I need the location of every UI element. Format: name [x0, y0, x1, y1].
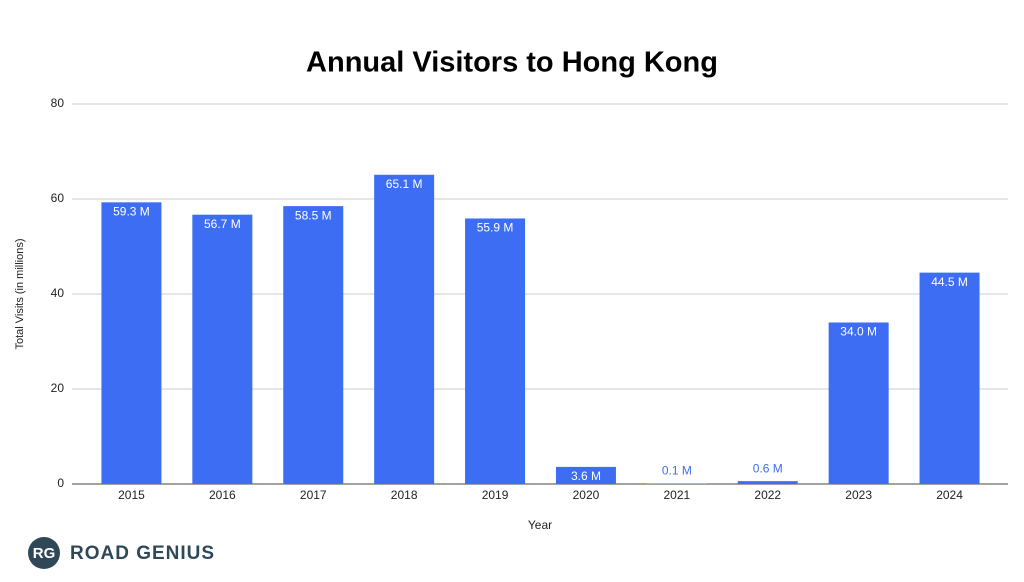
x-tick-label: 2016: [209, 488, 236, 502]
x-tick-label: 2024: [936, 488, 963, 502]
x-tick-label: 2021: [663, 488, 690, 502]
x-axis-label: Year: [528, 518, 552, 532]
bar: [919, 272, 980, 484]
data-label: 65.1 M: [386, 177, 423, 191]
data-label: 0.1 M: [662, 464, 692, 478]
brand-name: ROAD GENIUS: [70, 543, 215, 564]
bar: [101, 202, 162, 484]
y-tick-label: 60: [51, 191, 65, 205]
bar: [283, 206, 344, 484]
data-label: 59.3 M: [113, 204, 150, 218]
bar: [374, 174, 435, 484]
x-tick-label: 2022: [754, 488, 781, 502]
y-tick-label: 40: [51, 286, 65, 300]
data-label: 44.5 M: [931, 275, 968, 289]
y-tick-label: 0: [57, 476, 64, 490]
data-label: 56.7 M: [204, 217, 241, 231]
bar: [465, 218, 526, 484]
chart-title: Annual Visitors to Hong Kong: [306, 47, 718, 79]
x-tick-label: 2018: [391, 488, 418, 502]
bar: [555, 466, 616, 484]
data-label: 3.6 M: [571, 469, 601, 483]
y-axis-label: Total Visits (in millions): [14, 238, 26, 349]
bar: [192, 214, 253, 485]
logo-text: RG: [33, 545, 56, 562]
data-label: 34.0 M: [840, 325, 877, 339]
x-tick-label: 2020: [573, 488, 600, 502]
x-tick-label: 2017: [300, 488, 327, 502]
logo-badge: [28, 537, 60, 569]
bar: [737, 481, 798, 484]
data-label: 0.6 M: [753, 461, 783, 475]
x-tick-label: 2019: [482, 488, 509, 502]
x-tick-label: 2023: [845, 488, 872, 502]
data-label: 58.5 M: [295, 208, 332, 222]
data-label: 55.9 M: [477, 221, 514, 235]
y-tick-label: 20: [51, 381, 65, 395]
x-tick-label: 2015: [118, 488, 145, 502]
bar: [828, 322, 889, 484]
y-tick-label: 80: [51, 96, 65, 110]
